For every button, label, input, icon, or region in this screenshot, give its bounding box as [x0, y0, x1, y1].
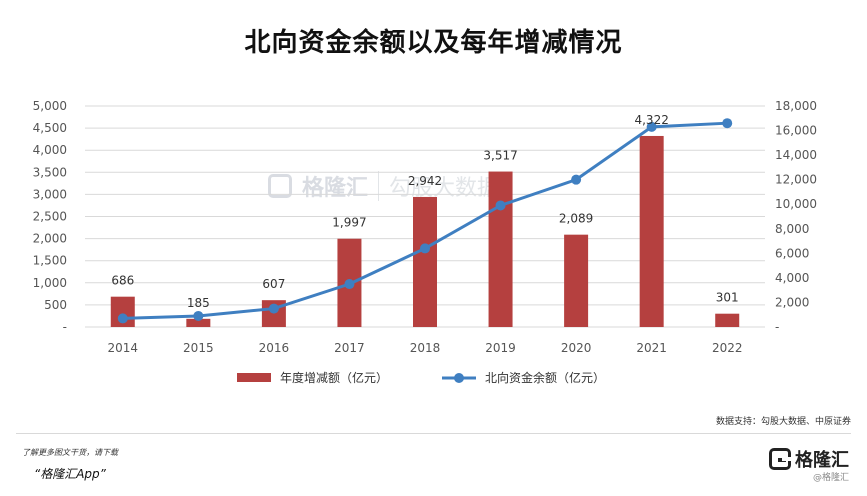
- bar-data-label: 185: [187, 296, 210, 310]
- legend-label-line: 北向资金余额（亿元）: [485, 370, 605, 385]
- line-point: [495, 200, 506, 211]
- y-right-tick-label: 14,000: [775, 148, 817, 162]
- y-right-tick-label: 4,000: [775, 271, 809, 285]
- line-point: [268, 303, 279, 314]
- y-left-tick-label: -: [63, 320, 67, 334]
- brand-logo-icon: [769, 448, 791, 470]
- bar-data-label: 2,942: [408, 174, 442, 188]
- x-tick-label: 2016: [259, 341, 290, 355]
- x-tick-label: 2018: [410, 341, 441, 355]
- bar-data-label: 2,089: [559, 212, 593, 226]
- line-point: [420, 243, 430, 254]
- footer-divider: [16, 433, 851, 434]
- chart-svg: - 500 1,000 1,500 2,000 2,500 3,000 3,500 4,000 4…: [33, 99, 817, 385]
- x-tick-label: 2017: [334, 341, 365, 355]
- bar-data-label: 686: [111, 274, 134, 288]
- x-tick-label: 2020: [561, 341, 592, 355]
- y-left-tick-label: 2,000: [33, 232, 67, 246]
- y-right-tick-label: 6,000: [775, 246, 809, 260]
- promo-text: 了解更多图文干货，请下载: [22, 448, 118, 457]
- bar: [413, 196, 437, 327]
- y-left-tick-label: 500: [44, 298, 67, 312]
- bar: [639, 135, 664, 327]
- legend-label-bar: 年度增减额（亿元）: [280, 370, 388, 385]
- brand-sub: @格隆汇: [812, 473, 849, 483]
- y-right-tick-label: 10,000: [775, 197, 817, 211]
- bar-data-label: 3,517: [483, 149, 517, 163]
- y-right-tick-label: 2,000: [775, 295, 809, 309]
- app-name: “格隆汇App”: [34, 467, 106, 481]
- y-left-tick-label: 4,500: [33, 121, 67, 135]
- line-point: [722, 118, 733, 129]
- x-tick-label: 2015: [183, 341, 214, 355]
- y-left-tick-label: 3,000: [33, 187, 67, 201]
- bar: [186, 318, 211, 327]
- y-left-tick-label: 1,500: [33, 254, 67, 268]
- y-left-tick-label: 2,500: [33, 210, 67, 224]
- y-right-tick-label: 12,000: [775, 173, 817, 187]
- bar-data-label: 607: [262, 277, 285, 291]
- bar-data-label: 4,322: [634, 113, 668, 127]
- x-tick-label: 2022: [712, 341, 743, 355]
- y-left-tick-label: 4,000: [33, 143, 67, 157]
- chart-title: 北向资金余额以及每年增减情况: [244, 28, 623, 58]
- line-point: [571, 174, 582, 185]
- legend-marker-line: [454, 373, 464, 383]
- y-left-tick-label: 3,500: [33, 165, 67, 179]
- line-point: [344, 279, 355, 290]
- brand-logo: 格隆汇 @格隆汇: [769, 446, 849, 483]
- y-left-tick-label: 1,000: [33, 276, 67, 290]
- line-point: [193, 310, 204, 321]
- brand-name: 格隆汇: [795, 450, 849, 471]
- bar-data-label: 301: [716, 291, 739, 305]
- x-tick-label: 2021: [636, 341, 667, 355]
- line-point: [117, 313, 128, 324]
- legend-swatch-bar: [237, 373, 271, 382]
- y-right-tick-label: 8,000: [775, 222, 809, 236]
- bar: [488, 171, 513, 327]
- bar: [564, 234, 589, 327]
- bar-data-label: 1,997: [332, 216, 366, 230]
- bar: [715, 313, 740, 327]
- y-right-tick-label: 18,000: [775, 99, 817, 113]
- y-right-tick-label: 16,000: [775, 124, 817, 138]
- y-right-tick-label: -: [775, 320, 779, 334]
- data-source: 数据支持：勾股大数据、中原证券: [715, 417, 851, 427]
- x-tick-label: 2019: [485, 341, 516, 355]
- line-point: [646, 121, 657, 132]
- x-tick-label: 2014: [108, 341, 139, 355]
- y-left-tick-label: 5,000: [33, 99, 67, 113]
